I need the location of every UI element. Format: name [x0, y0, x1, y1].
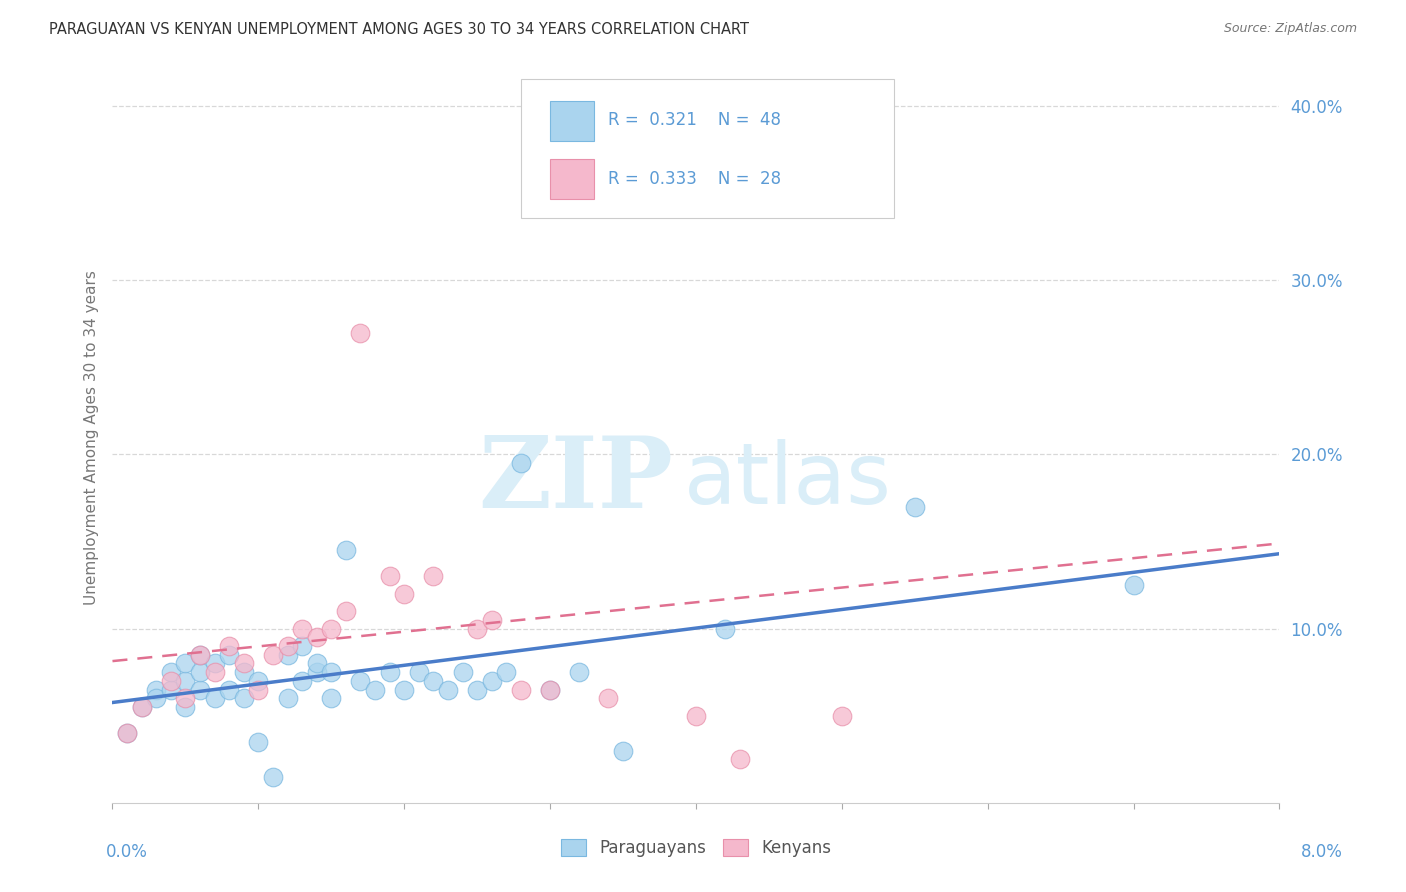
Point	[115, 726, 138, 740]
FancyBboxPatch shape	[550, 101, 595, 141]
Point	[481, 613, 503, 627]
Point	[408, 665, 430, 680]
Point	[204, 657, 226, 671]
Point	[232, 691, 254, 706]
Point	[276, 639, 298, 653]
Point	[145, 691, 167, 706]
Point	[394, 682, 416, 697]
Point	[174, 691, 197, 706]
Point	[188, 682, 211, 697]
Point	[509, 456, 531, 470]
Point	[904, 500, 927, 514]
Point	[247, 673, 270, 688]
Point	[538, 682, 561, 697]
Point	[422, 569, 444, 583]
Point	[305, 657, 328, 671]
Point	[232, 665, 254, 680]
Point	[568, 665, 591, 680]
Point	[291, 673, 314, 688]
Point	[174, 700, 197, 714]
Text: atlas: atlas	[685, 440, 893, 523]
Text: PARAGUAYAN VS KENYAN UNEMPLOYMENT AMONG AGES 30 TO 34 YEARS CORRELATION CHART: PARAGUAYAN VS KENYAN UNEMPLOYMENT AMONG …	[49, 22, 749, 37]
Text: 8.0%: 8.0%	[1301, 843, 1343, 861]
FancyBboxPatch shape	[550, 159, 595, 200]
Point	[276, 691, 298, 706]
Y-axis label: Unemployment Among Ages 30 to 34 years: Unemployment Among Ages 30 to 34 years	[83, 269, 98, 605]
Point	[422, 673, 444, 688]
Text: R =  0.333    N =  28: R = 0.333 N = 28	[609, 169, 782, 188]
Point	[714, 178, 737, 192]
Text: Source: ZipAtlas.com: Source: ZipAtlas.com	[1223, 22, 1357, 36]
Point	[276, 648, 298, 662]
Point	[174, 673, 197, 688]
Text: R =  0.321    N =  48: R = 0.321 N = 48	[609, 112, 782, 129]
Point	[204, 665, 226, 680]
Point	[218, 648, 240, 662]
Point	[481, 673, 503, 688]
Point	[247, 682, 270, 697]
Point	[145, 682, 167, 697]
Point	[291, 639, 314, 653]
Point	[321, 665, 343, 680]
Point	[465, 622, 488, 636]
Point	[538, 682, 561, 697]
FancyBboxPatch shape	[520, 78, 894, 218]
Legend: Paraguayans, Kenyans: Paraguayans, Kenyans	[554, 832, 838, 864]
Point	[218, 639, 240, 653]
Point	[335, 604, 357, 618]
Point	[321, 691, 343, 706]
Point	[465, 682, 488, 697]
Point	[685, 708, 707, 723]
Point	[188, 648, 211, 662]
Point	[188, 665, 211, 680]
Point	[232, 657, 254, 671]
Point	[437, 682, 460, 697]
Point	[451, 665, 474, 680]
Point	[831, 708, 853, 723]
Point	[131, 700, 153, 714]
Point	[1122, 578, 1144, 592]
Point	[291, 622, 314, 636]
Point	[160, 665, 183, 680]
Point	[218, 682, 240, 697]
Point	[115, 726, 138, 740]
Point	[188, 648, 211, 662]
Point	[335, 543, 357, 558]
Point	[262, 648, 284, 662]
Text: 0.0%: 0.0%	[105, 843, 148, 861]
Point	[495, 665, 517, 680]
Point	[131, 700, 153, 714]
Point	[714, 622, 737, 636]
Point	[378, 665, 401, 680]
Point	[174, 657, 197, 671]
Point	[204, 691, 226, 706]
Point	[349, 673, 371, 688]
Point	[612, 743, 634, 757]
Point	[509, 682, 531, 697]
Point	[394, 587, 416, 601]
Point	[598, 691, 620, 706]
Point	[728, 752, 751, 766]
Text: ZIP: ZIP	[478, 433, 672, 530]
Point	[160, 673, 183, 688]
Point	[349, 326, 371, 340]
Point	[160, 682, 183, 697]
Point	[321, 622, 343, 636]
Point	[247, 735, 270, 749]
Point	[378, 569, 401, 583]
Point	[305, 631, 328, 645]
Point	[364, 682, 387, 697]
Point	[262, 770, 284, 784]
Point	[305, 665, 328, 680]
